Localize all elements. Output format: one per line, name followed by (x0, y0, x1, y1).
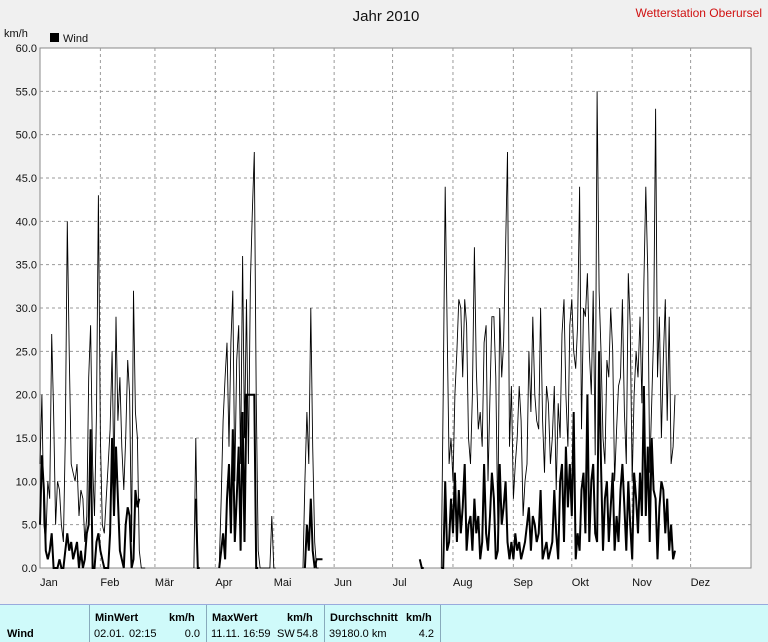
wind-average-line (39, 351, 676, 569)
min-cell: MinWert km/h 02.01. 02:15 0.0 (89, 605, 207, 642)
max-value: 54.8 (296, 628, 318, 640)
grid-lines (40, 48, 751, 568)
x-tick-label: Jun (334, 577, 352, 589)
x-tick-label: Sep (513, 577, 533, 589)
stats-row-label: Wind (7, 628, 34, 640)
x-tick-label: Dez (691, 577, 711, 589)
max-direction: SW (277, 628, 295, 640)
x-tick-label: Feb (100, 577, 119, 589)
chart-title: Jahr 2010 (353, 8, 420, 25)
avg-distance: 39180.0 km (329, 628, 387, 640)
x-tick-label: Mär (155, 577, 174, 589)
y-tick-label: 25.0 (16, 346, 37, 358)
x-tick-label: Jul (393, 577, 407, 589)
y-tick-label: 50.0 (16, 130, 37, 142)
min-time: 02:15 (129, 628, 157, 640)
y-tick-label: 40.0 (16, 216, 37, 228)
wind-chart: Jahr 2010 Wetterstation Oberursel km/h W… (4, 6, 763, 589)
max-header: MaxWert (212, 612, 258, 624)
y-tick-label: 15.0 (16, 433, 37, 445)
legend-label: Wind (63, 33, 88, 45)
y-tick-label: 30.0 (16, 303, 37, 315)
statistics-bar: Wind MinWert km/h 02.01. 02:15 0.0 MaxWe… (0, 604, 768, 642)
y-tick-label: 0.0 (22, 563, 37, 575)
min-header: MinWert (95, 612, 139, 624)
max-cell: MaxWert km/h 11.11. 16:59 SW 54.8 (206, 605, 325, 642)
x-tick-label: Apr (215, 577, 232, 589)
y-tick-label: 35.0 (16, 260, 37, 272)
series-lines (39, 91, 676, 569)
max-unit: km/h (287, 612, 313, 624)
y-tick-label: 5.0 (22, 520, 37, 532)
y-tick-labels: 0.0 5.0 10.0 15.0 20.0 25.0 30.0 35.0 40.0 45.0 50… (16, 43, 37, 575)
y-tick-label: 45.0 (16, 173, 37, 185)
min-unit: km/h (169, 612, 195, 624)
y-axis-unit: km/h (4, 28, 28, 40)
x-tick-labels: Jan Feb Mär Apr Mai Jun Jul Aug Sep Okt Nov Dez (40, 577, 710, 589)
y-tick-label: 55.0 (16, 86, 37, 98)
y-tick-label: 20.0 (16, 390, 37, 402)
station-name: Wetterstation Oberursel (636, 6, 763, 20)
avg-header: Durchschnitt (330, 612, 398, 624)
legend-swatch (50, 33, 59, 42)
stats-row-label-cell: Wind (0, 605, 90, 642)
y-tick-label: 10.0 (16, 476, 37, 488)
avg-value: 4.2 (418, 628, 434, 640)
avg-unit: km/h (406, 612, 432, 624)
x-tick-label: Jan (40, 577, 58, 589)
y-tick-label: 60.0 (16, 43, 37, 55)
x-tick-label: Okt (572, 577, 589, 589)
x-tick-label: Nov (632, 577, 652, 589)
x-tick-label: Mai (274, 577, 292, 589)
min-date: 02.01. (94, 628, 125, 640)
max-datetime: 11.11. 16:59 (211, 628, 271, 640)
x-tick-label: Aug (453, 577, 473, 589)
min-value: 0.0 (184, 628, 200, 640)
avg-cell: Durchschnitt km/h 39180.0 km 4.2 (324, 605, 441, 642)
